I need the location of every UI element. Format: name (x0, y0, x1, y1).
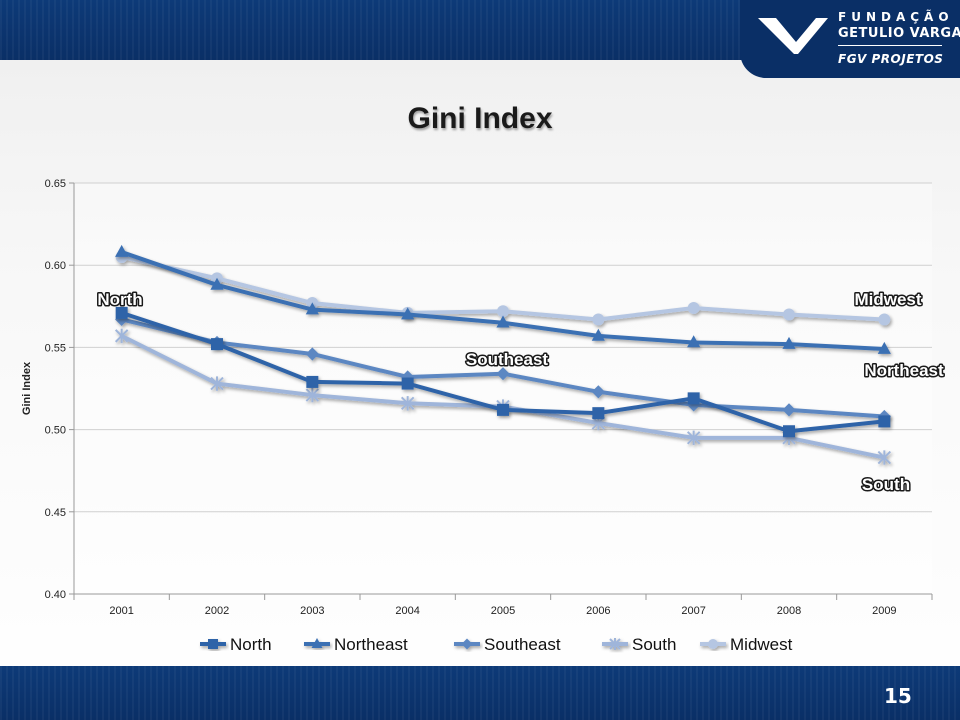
data-point (877, 341, 891, 354)
fgv-logo-mark (758, 18, 828, 54)
x-tick-label: 2005 (491, 605, 515, 617)
data-point (311, 638, 323, 648)
brand-line-1: FUNDAÇÃO (838, 10, 954, 24)
series-annotation-southeast: Southeast (466, 350, 549, 369)
data-point (114, 328, 129, 344)
series-north (115, 306, 891, 438)
series-northeast (115, 244, 891, 354)
y-tick-label: 0.50 (45, 425, 66, 437)
data-point (591, 385, 605, 399)
data-point (497, 403, 509, 416)
x-tick-label: 2006 (586, 605, 610, 617)
series-annotation-south: South (862, 475, 910, 494)
page-number: 15 (884, 684, 912, 708)
x-tick-label: 2002 (205, 605, 229, 617)
y-tick-label: 0.45 (45, 507, 66, 519)
data-point (708, 639, 718, 649)
data-point (496, 367, 510, 381)
data-point (877, 450, 892, 465)
x-tick-label: 2008 (777, 605, 801, 617)
data-point (783, 425, 795, 438)
data-point (687, 335, 701, 348)
brand-line-3: FGV PROJETOS (838, 52, 944, 66)
legend-item-south (602, 638, 628, 650)
data-point (400, 396, 415, 411)
x-tick-label: 2007 (681, 605, 705, 617)
brand-divider (838, 45, 942, 46)
data-point (782, 403, 796, 417)
data-point (211, 338, 223, 351)
data-point (461, 638, 473, 650)
series-midwest (115, 250, 891, 326)
y-tick-label: 0.60 (45, 260, 66, 272)
footer-bar (0, 666, 960, 720)
x-tick-label: 2004 (395, 605, 419, 617)
data-point (592, 313, 605, 326)
legend-item-north (200, 639, 226, 649)
legend: North Northeast Southeast South Midwest (200, 635, 793, 654)
data-point (783, 308, 795, 321)
data-point (497, 305, 509, 318)
data-point (686, 430, 701, 446)
data-point (878, 415, 891, 428)
data-point (210, 376, 224, 391)
x-tick-label: 2009 (872, 605, 896, 617)
data-point (208, 639, 218, 649)
legend-label-midwest: Midwest (730, 635, 793, 654)
data-point (401, 377, 414, 390)
y-tick-label: 0.55 (45, 342, 66, 354)
data-point (496, 315, 510, 328)
legend-item-midwest (700, 639, 726, 649)
data-point (115, 312, 129, 327)
data-point (592, 407, 605, 420)
data-point (305, 387, 320, 403)
legend-item-southeast (454, 638, 480, 650)
data-point (609, 638, 621, 650)
data-point (115, 244, 129, 257)
y-tick-label: 0.40 (45, 589, 66, 601)
chart-title: Gini Index (407, 102, 553, 135)
data-point (305, 347, 319, 361)
data-point (210, 277, 224, 290)
legend-label-northeast: Northeast (334, 635, 408, 654)
legend-label-north: North (230, 635, 272, 654)
data-point (687, 392, 700, 405)
series-annotation-northeast: Northeast (864, 361, 944, 380)
y-tick-label: 0.65 (45, 178, 66, 190)
y-axis-title: Gini Index (21, 361, 33, 415)
x-tick-label: 2001 (109, 605, 133, 617)
data-point (306, 375, 319, 388)
legend-item-northeast (304, 638, 330, 648)
x-tick-label: 2003 (300, 605, 324, 617)
data-point (115, 306, 128, 319)
plot-background (74, 183, 932, 594)
chart-area: 0.65 0.60 0.55 0.50 0.45 0.40 2001 2002 2003 2004… (21, 178, 946, 654)
legend-label-southeast: Southeast (484, 635, 561, 654)
data-point (401, 307, 415, 320)
data-point (591, 328, 605, 341)
data-point (878, 313, 891, 326)
series-annotation-midwest: Midwest (854, 290, 921, 309)
legend-label-south: South (632, 635, 676, 654)
series-annotation-north: North (97, 290, 142, 309)
data-point (305, 302, 319, 315)
brand-line-2: GETULIO VARGAS (838, 26, 960, 41)
data-point (782, 336, 796, 349)
data-point (687, 301, 700, 314)
logo-panel (740, 0, 960, 78)
